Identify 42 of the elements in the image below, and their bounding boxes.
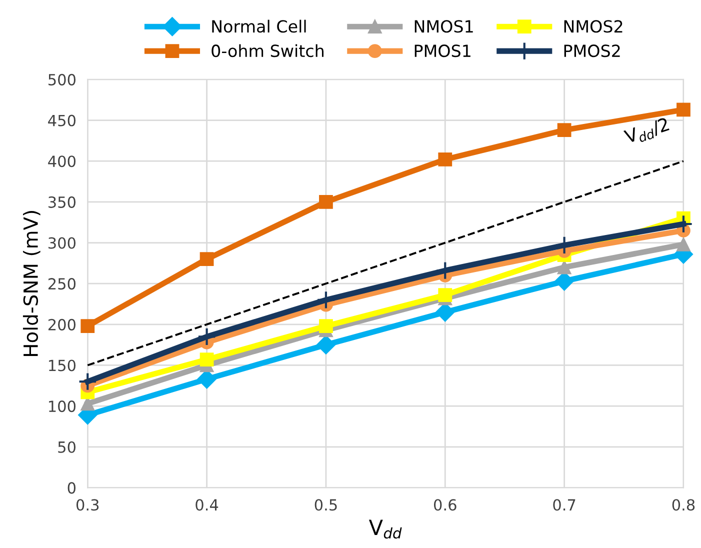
point <box>676 102 690 117</box>
x-axis-title: V$_{dd}$ <box>368 520 402 539</box>
x-tick-label: 0.6 <box>434 499 456 511</box>
x-tick-label: 0.7 <box>553 499 576 511</box>
point <box>316 290 336 310</box>
x-tick-label: 0.8 <box>672 499 695 511</box>
x-tick-label: 0.3 <box>76 499 99 511</box>
y-tick-label: 350 <box>48 196 76 208</box>
legend-label: Normal Cell <box>212 20 306 33</box>
annotation: V$_{dd}$/2 <box>623 117 670 146</box>
point <box>80 319 95 333</box>
y-tick-label: 450 <box>48 114 76 126</box>
legend-label: PMOS1 <box>414 44 470 58</box>
y-tick-label: 200 <box>48 318 76 330</box>
y-tick-label: 50 <box>58 441 76 453</box>
legend-label: NMOS2 <box>564 20 622 33</box>
point <box>557 260 572 274</box>
y-tick-label: 0 <box>68 482 76 494</box>
point <box>557 123 572 138</box>
y-tick-label: 150 <box>49 360 76 372</box>
x-tick-label: 0.5 <box>314 499 337 511</box>
y-tick-label: 250 <box>48 278 76 290</box>
point <box>438 152 452 166</box>
y-tick-label: 400 <box>48 156 76 168</box>
point <box>319 194 333 209</box>
y-axis-title: Hold-SNM (mV) <box>22 210 40 356</box>
legend-label: 0-ohm Switch <box>212 44 324 58</box>
point <box>319 319 333 333</box>
point <box>436 261 455 280</box>
point <box>197 327 216 346</box>
point <box>676 237 690 252</box>
point <box>200 352 214 366</box>
y-tick-label: 100 <box>49 400 76 412</box>
point <box>78 372 98 391</box>
point <box>200 252 214 266</box>
legend-label: NMOS1 <box>414 20 473 33</box>
y-tick-label: 300 <box>48 237 76 249</box>
y-tick-label: 500 <box>48 74 76 86</box>
x-tick-label: 0.4 <box>196 499 218 511</box>
point <box>438 288 452 302</box>
point <box>316 335 336 354</box>
legend-label: PMOS2 <box>564 44 620 58</box>
